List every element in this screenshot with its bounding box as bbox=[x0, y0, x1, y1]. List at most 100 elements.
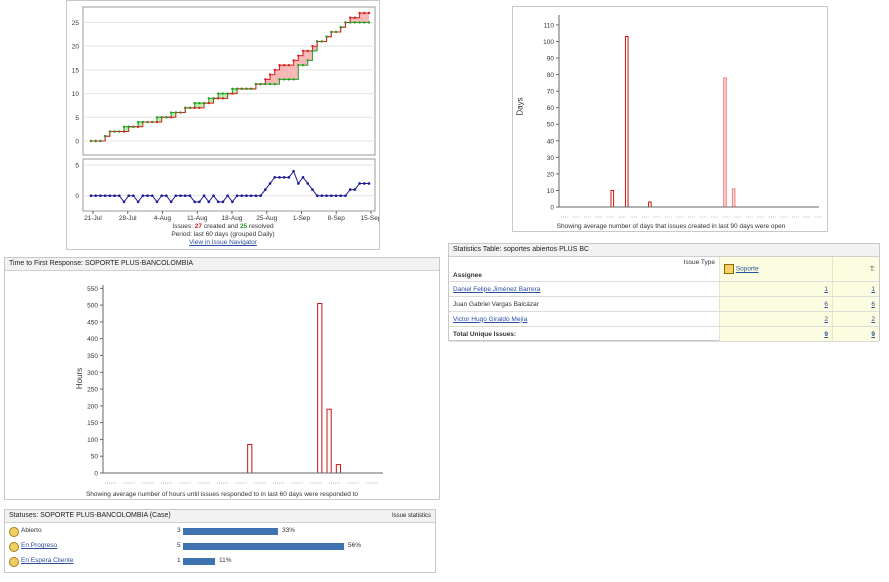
resolved-point bbox=[311, 49, 314, 53]
resolved-point bbox=[193, 101, 196, 105]
soporte-column-header[interactable]: Soporte bbox=[735, 265, 759, 273]
resolved-point bbox=[259, 82, 262, 86]
resolved-point bbox=[344, 21, 347, 24]
cr-difference-area bbox=[307, 50, 313, 61]
total-soporte-link[interactable]: 9 bbox=[824, 330, 828, 338]
fr-y-tick: 0 bbox=[94, 471, 98, 478]
created-point bbox=[207, 101, 210, 105]
delta-point bbox=[160, 194, 163, 198]
delta-point bbox=[358, 182, 361, 185]
cr-difference-area bbox=[312, 46, 318, 51]
cr-difference-area bbox=[274, 69, 280, 85]
fr-y-tick: 50 bbox=[91, 454, 99, 461]
status-bar bbox=[183, 558, 215, 565]
resolved-point bbox=[348, 21, 352, 24]
created-point bbox=[193, 106, 196, 110]
status-percent: 11% bbox=[219, 557, 232, 564]
delta-point bbox=[165, 194, 168, 198]
delta-point bbox=[122, 200, 126, 204]
total-total-link[interactable]: 9 bbox=[871, 330, 875, 338]
soporte-count-link[interactable]: 1 bbox=[824, 285, 828, 293]
cr-difference-area bbox=[156, 117, 162, 123]
cr-difference-area bbox=[284, 65, 289, 80]
cr-difference-area bbox=[208, 98, 214, 104]
cr-y-tick: 20 bbox=[72, 44, 80, 51]
delta-point bbox=[273, 176, 277, 179]
cr-y-tick: 5 bbox=[75, 115, 79, 122]
assignee-link[interactable]: Victor Hugo Giraldo Mejía bbox=[453, 315, 528, 323]
statuses-gadget: Statuses: SOPORTE PLUS-BANCOLOMBIA (Case… bbox=[4, 509, 436, 573]
resolved-point bbox=[221, 92, 225, 95]
resolved-point bbox=[108, 130, 112, 133]
delta-point bbox=[292, 169, 295, 173]
delta-point bbox=[117, 194, 121, 198]
fr-bar bbox=[317, 302, 323, 474]
stats-row: Juan Gabriel Vargas Balcázar 6 6 bbox=[449, 296, 879, 312]
stats-total-row: Total Unique Issues: 9 9 bbox=[449, 326, 879, 342]
resolved-point bbox=[325, 35, 328, 38]
statuses-title-bar: Statuses: SOPORTE PLUS-BANCOLOMBIA (Case… bbox=[5, 510, 435, 523]
resolved-point bbox=[306, 59, 309, 62]
cr-difference-area bbox=[288, 65, 294, 80]
delta-point bbox=[249, 194, 253, 198]
status-link[interactable]: En Espera Cliente bbox=[21, 557, 74, 564]
delta-point bbox=[150, 194, 154, 198]
resolved-point bbox=[235, 87, 239, 91]
cr-difference-area bbox=[270, 74, 275, 85]
created-point bbox=[306, 49, 309, 53]
fr-y-tick: 350 bbox=[87, 353, 98, 360]
resolved-point bbox=[207, 97, 210, 100]
status-bar bbox=[183, 543, 344, 550]
status-percent: 33% bbox=[282, 527, 296, 534]
resolved-point bbox=[226, 92, 229, 95]
status-link[interactable]: En Progreso bbox=[21, 542, 58, 549]
stats-table-title: Statistics Table: soportes abiertos PLUS… bbox=[449, 244, 879, 257]
cr-issue-navigator-link[interactable]: View in Issue Navigator bbox=[189, 239, 257, 246]
soporte-count-link[interactable]: 2 bbox=[824, 315, 828, 323]
age-bar bbox=[610, 189, 615, 208]
resolved-point bbox=[202, 101, 206, 105]
resolved-point bbox=[174, 111, 178, 114]
total-count-link[interactable]: 2 bbox=[871, 315, 875, 323]
total-column-header: T: bbox=[832, 257, 879, 282]
age-y-tick: 10 bbox=[547, 188, 555, 195]
delta-point bbox=[212, 194, 215, 198]
stats-row: Victor Hugo Giraldo Mejía 2 2 bbox=[449, 311, 879, 327]
fr-y-tick: 300 bbox=[87, 370, 98, 377]
delta-point bbox=[334, 194, 338, 198]
total-count-link[interactable]: 6 bbox=[871, 300, 875, 308]
soporte-count-link[interactable]: 6 bbox=[824, 300, 828, 308]
created-count: 27 bbox=[194, 223, 203, 230]
delta-point bbox=[226, 194, 229, 198]
cr-difference-area bbox=[265, 79, 271, 85]
created-point bbox=[358, 11, 361, 15]
delta-point bbox=[231, 200, 234, 204]
resolved-point bbox=[339, 26, 342, 29]
cr-x-tick: 4-Aug bbox=[154, 215, 172, 222]
stats-row: Daniel Felipe Jiménez Barrera 1 1 bbox=[449, 281, 879, 297]
delta-point bbox=[245, 194, 248, 198]
cr-x-tick: 25-Aug bbox=[256, 215, 277, 222]
delta-point bbox=[146, 194, 149, 198]
status-row: En Espera Cliente 1 11% bbox=[5, 556, 435, 570]
created-point bbox=[292, 59, 295, 62]
cr-issue-summary: Issues: 27 created and 25 resolved bbox=[67, 223, 379, 230]
delta-point bbox=[278, 176, 281, 179]
cr-x-tick: 11-Aug bbox=[187, 215, 208, 222]
age-caption: Showing average number of days that issu… bbox=[556, 223, 786, 230]
age-y-tick: 20 bbox=[547, 171, 555, 178]
total-count-link[interactable]: 1 bbox=[871, 285, 875, 293]
fr-y-tick: 250 bbox=[87, 387, 98, 394]
delta-point bbox=[306, 182, 310, 185]
status-row: En Progreso 5 56% bbox=[5, 541, 435, 555]
age-y-axis-label: Days bbox=[515, 97, 525, 116]
cr-x-tick: 8-Sep bbox=[328, 215, 346, 222]
resolved-point bbox=[353, 21, 357, 24]
resolved-point bbox=[198, 101, 201, 105]
cr-difference-area bbox=[222, 93, 228, 99]
average-age-gadget: 110 100 90 80 70 60 50 40 30 20 10 0 Days Showing a… bbox=[512, 6, 828, 232]
assignee-link[interactable]: Daniel Felipe Jiménez Barrera bbox=[453, 285, 541, 293]
delta-point bbox=[344, 194, 347, 198]
